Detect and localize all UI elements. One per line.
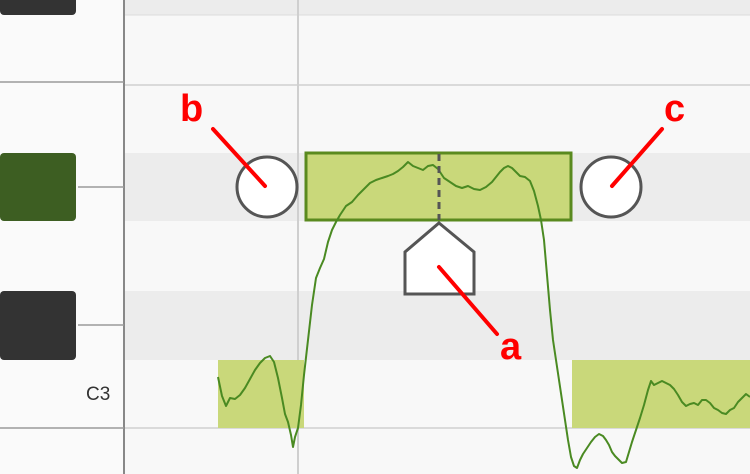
callout-label-b: b: [180, 88, 204, 130]
callout-line-c: [610, 127, 664, 188]
note-block-previous[interactable]: [218, 360, 304, 428]
piano-key-label: C3: [86, 384, 111, 405]
pitch-curve: [217, 161, 750, 469]
callout-label-a: a: [500, 326, 522, 368]
callout-label-c: c: [664, 88, 686, 130]
black-key[interactable]: [0, 0, 76, 15]
black-key-active[interactable]: [0, 153, 76, 221]
white-key-dividers: [0, 81, 124, 429]
note-block-next[interactable]: [572, 360, 750, 428]
piano-keyboard[interactable]: [0, 0, 125, 474]
callout-lines: [211, 127, 664, 336]
black-key[interactable]: [0, 291, 76, 360]
callout-line-a: [437, 265, 499, 336]
callout-line-b: [211, 127, 267, 188]
center-pitch-handle[interactable]: [403, 221, 476, 296]
note-block-selected[interactable]: [304, 151, 573, 222]
